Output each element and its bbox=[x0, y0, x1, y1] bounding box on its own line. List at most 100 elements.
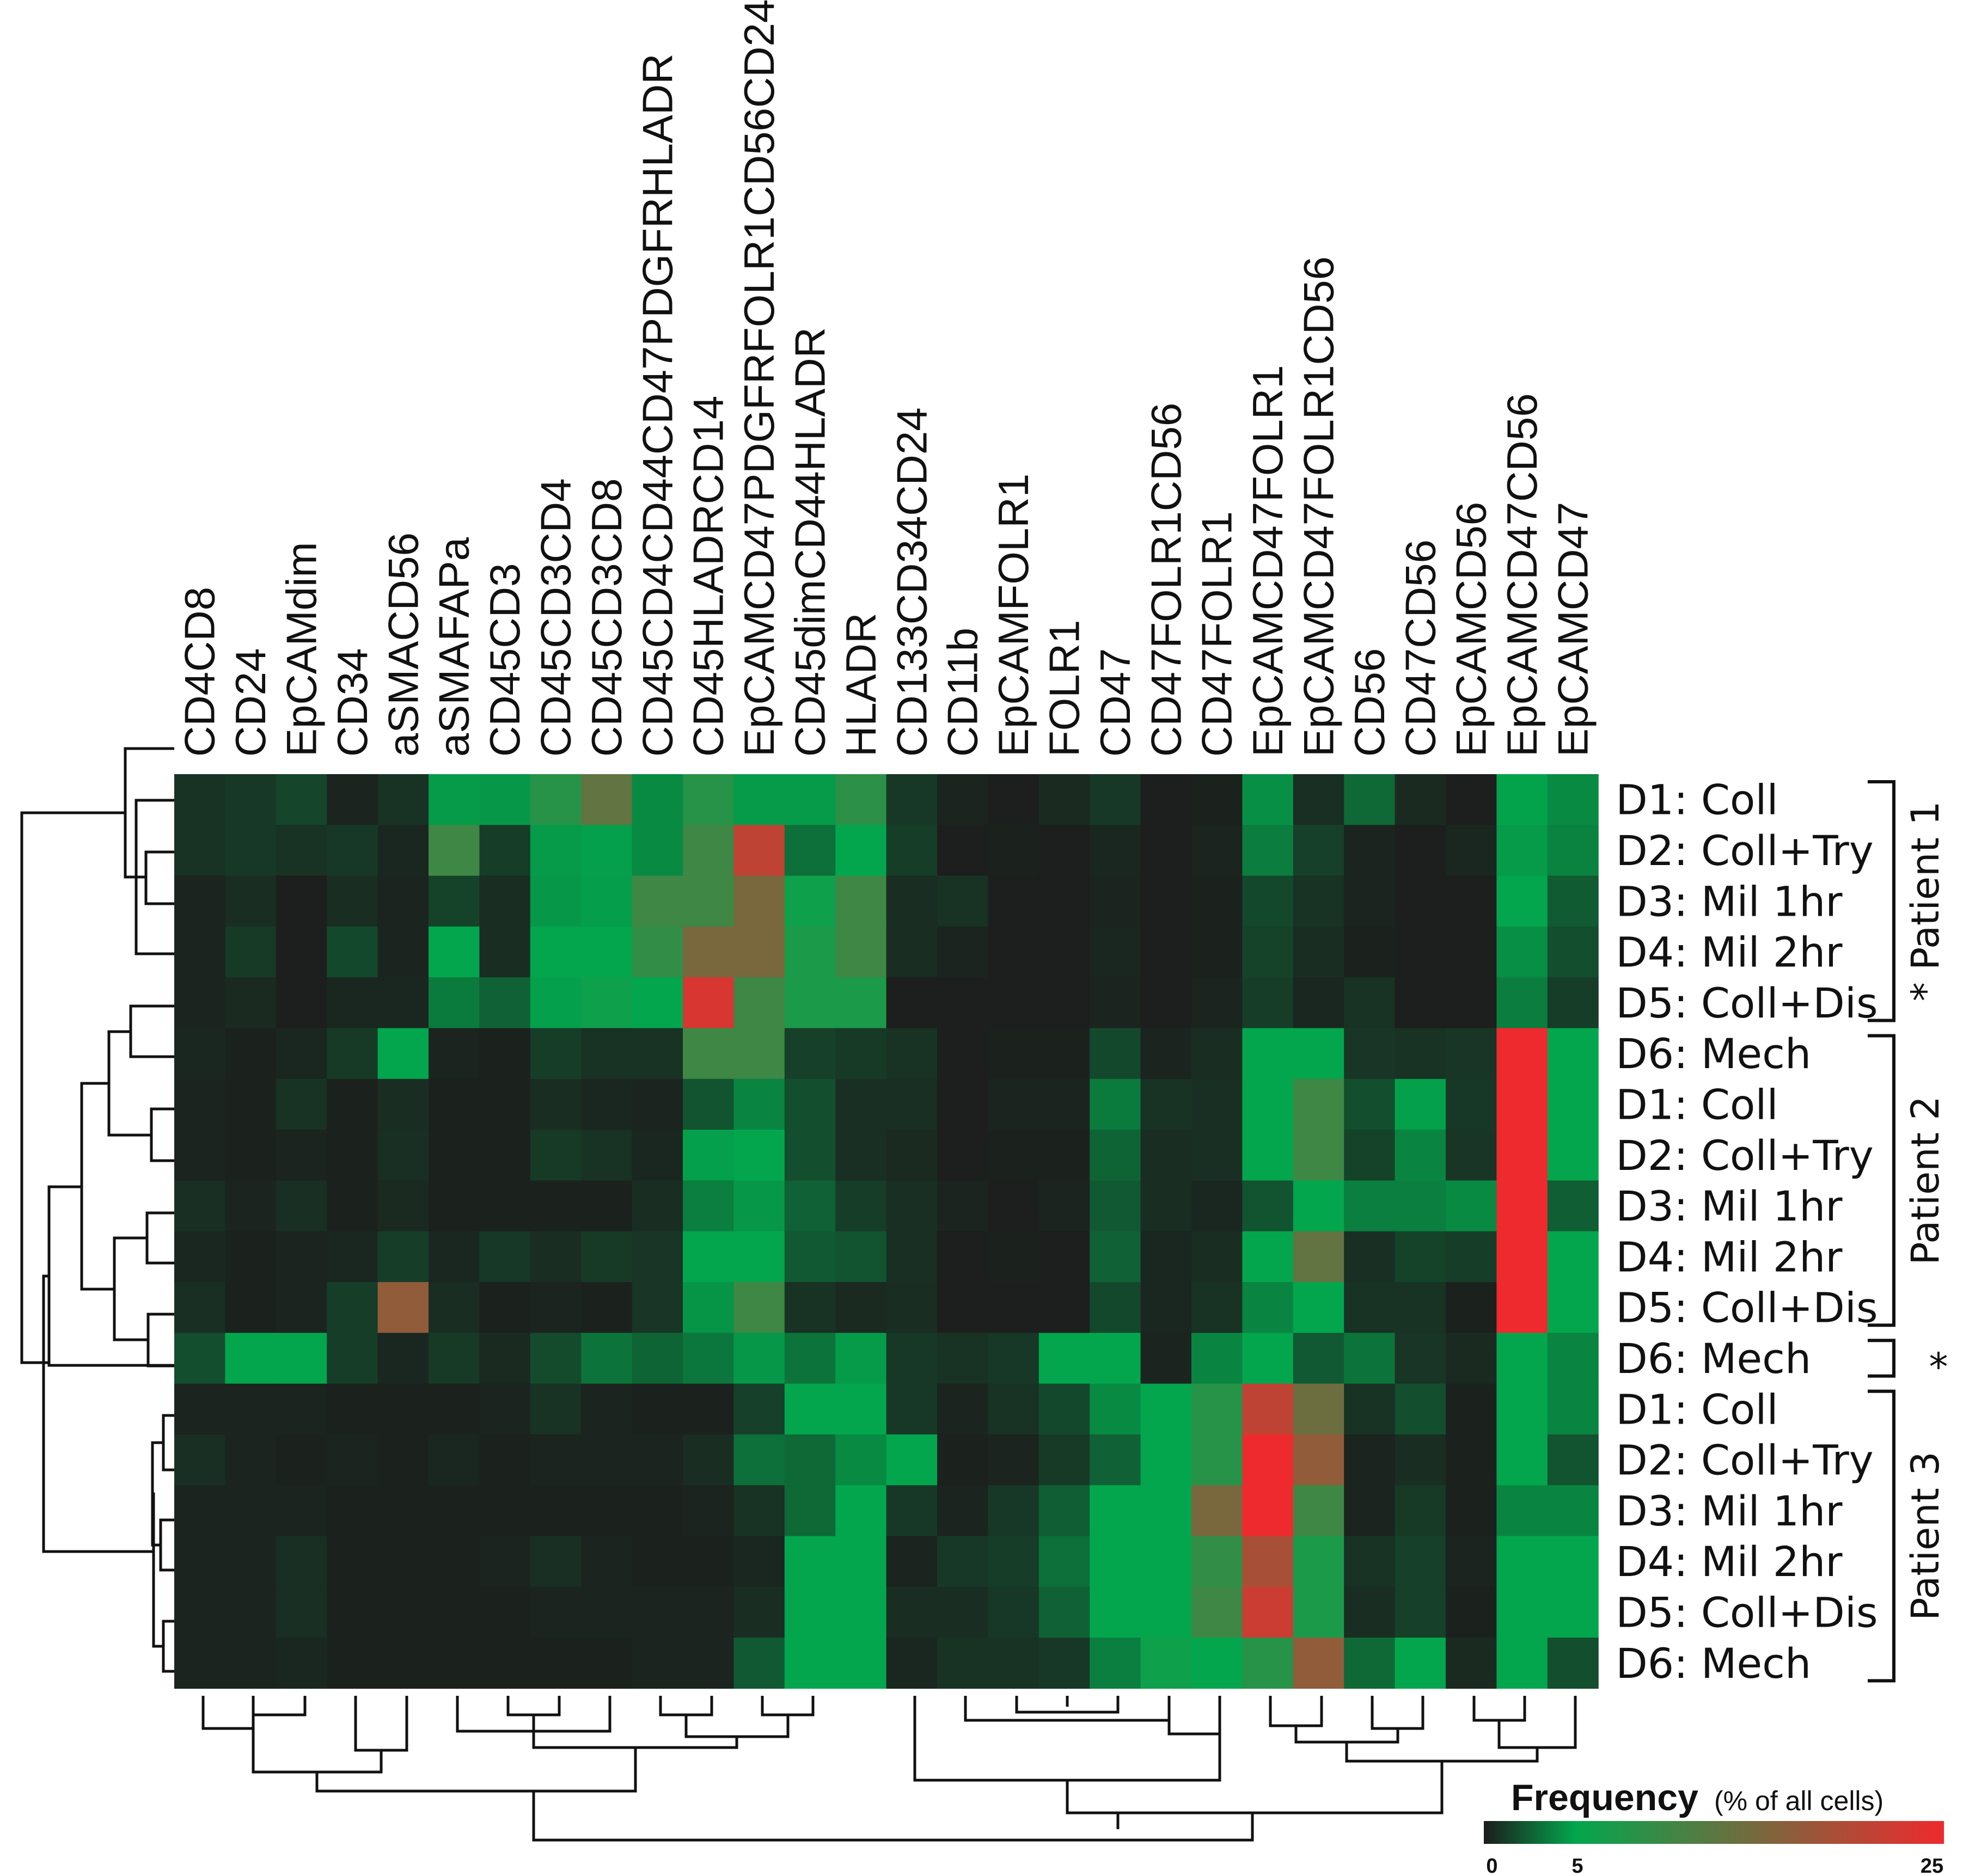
heatmap-cell bbox=[429, 1383, 480, 1435]
heatmap-cell bbox=[581, 1231, 633, 1283]
heatmap-cell bbox=[632, 1434, 683, 1486]
group-bracket bbox=[1868, 1339, 1895, 1378]
heatmap-cell bbox=[784, 825, 836, 876]
heatmap-cell bbox=[835, 1231, 887, 1283]
heatmap-cell bbox=[886, 875, 938, 927]
heatmap-cell bbox=[784, 977, 836, 1029]
heatmap-cell bbox=[429, 1231, 480, 1283]
heatmap-cell bbox=[429, 1078, 480, 1130]
heatmap-cell bbox=[377, 1536, 429, 1587]
heatmap-cell bbox=[733, 1333, 785, 1384]
heatmap-cell bbox=[988, 825, 1039, 876]
heatmap-cell bbox=[784, 1434, 836, 1486]
heatmap-cell bbox=[1395, 1130, 1446, 1181]
heatmap-cell bbox=[1242, 1383, 1294, 1435]
heatmap-cell bbox=[327, 1078, 378, 1130]
column-labels: CD4CD8 CD24 EpCAMdim CD34 aSMACD56 aSMAFAPa CD… bbox=[176, 0, 1597, 757]
heatmap-cell bbox=[784, 1586, 836, 1638]
heatmap-cell bbox=[327, 977, 378, 1029]
column-label: CD45dimCD44HLADR bbox=[786, 327, 834, 757]
heatmap-cell bbox=[784, 875, 836, 927]
heatmap-cells bbox=[174, 774, 1599, 1689]
heatmap-cell bbox=[1344, 1536, 1396, 1587]
heatmap-cell bbox=[1191, 875, 1243, 927]
heatmap-cell bbox=[327, 1586, 378, 1638]
heatmap-cell bbox=[1090, 825, 1141, 876]
heatmap-cell bbox=[1446, 875, 1497, 927]
heatmap-cell bbox=[530, 1434, 582, 1486]
heatmap-cell bbox=[835, 1333, 887, 1384]
group-bracket bbox=[1868, 1389, 1895, 1683]
heatmap-cell bbox=[1090, 1638, 1141, 1689]
heatmap-cell bbox=[1090, 1078, 1141, 1130]
heatmap-cell bbox=[988, 977, 1039, 1029]
heatmap-cell bbox=[429, 1536, 480, 1587]
heatmap-cell bbox=[1446, 1536, 1497, 1587]
heatmap-cell bbox=[1395, 977, 1446, 1029]
heatmap-cell bbox=[1293, 1028, 1344, 1080]
heatmap-cell bbox=[225, 1333, 277, 1384]
heatmap-cell bbox=[1293, 1485, 1344, 1537]
heatmap-cell bbox=[835, 1434, 887, 1486]
heatmap-cell bbox=[683, 774, 734, 825]
heatmap-cell bbox=[530, 1638, 582, 1689]
heatmap-cell bbox=[327, 1130, 378, 1181]
heatmap-cell bbox=[1496, 1282, 1548, 1333]
heatmap-cell bbox=[632, 1333, 683, 1384]
heatmap-cell bbox=[429, 1586, 480, 1638]
heatmap-cell bbox=[377, 825, 429, 876]
heatmap-cell bbox=[1496, 825, 1548, 876]
heatmap-cell bbox=[937, 926, 988, 978]
heatmap-cell bbox=[1395, 1282, 1446, 1333]
heatmap-cell bbox=[683, 1231, 734, 1283]
heatmap-cell bbox=[479, 1231, 531, 1283]
heatmap-cell bbox=[1242, 825, 1294, 876]
heatmap-cell bbox=[1547, 1078, 1599, 1130]
heatmap-cell bbox=[1090, 1333, 1141, 1384]
heatmap-cell bbox=[1496, 1638, 1548, 1689]
heatmap-cell bbox=[530, 926, 582, 978]
heatmap-cell bbox=[1038, 1333, 1090, 1384]
heatmap-cell bbox=[581, 1282, 633, 1333]
heatmap-cell bbox=[276, 977, 327, 1029]
heatmap-cell bbox=[1446, 977, 1497, 1029]
heatmap-cell bbox=[530, 1536, 582, 1587]
heatmap-cell bbox=[530, 1383, 582, 1435]
heatmap-cell bbox=[937, 1078, 988, 1130]
heatmap-cell bbox=[632, 977, 683, 1029]
heatmap-cell bbox=[1496, 1434, 1548, 1486]
heatmap-cell bbox=[225, 1638, 277, 1689]
heatmap-cell bbox=[784, 1231, 836, 1283]
heatmap-cell bbox=[479, 875, 531, 927]
heatmap-cell bbox=[733, 1638, 785, 1689]
heatmap-cell bbox=[886, 1130, 938, 1181]
heatmap-cell bbox=[1191, 1078, 1243, 1130]
heatmap-cell bbox=[1242, 926, 1294, 978]
column-label: CD45CD3 bbox=[481, 563, 529, 757]
heatmap-cell bbox=[581, 977, 633, 1029]
heatmap-cell bbox=[1191, 1130, 1243, 1181]
heatmap-cell bbox=[479, 825, 531, 876]
legend-gradient-bar bbox=[1484, 1821, 1944, 1844]
heatmap-cell bbox=[937, 1231, 988, 1283]
heatmap-cell bbox=[276, 1028, 327, 1080]
heatmap-cell bbox=[886, 1078, 938, 1130]
patient-groups: * Patient 1 Patient 2 * Patient 3 bbox=[1868, 780, 1948, 1683]
column-label: CD24 bbox=[227, 648, 274, 757]
heatmap-cell bbox=[886, 774, 938, 825]
heatmap-cell bbox=[988, 1586, 1039, 1638]
heatmap-cell bbox=[1395, 1536, 1446, 1587]
heatmap-cell bbox=[886, 1638, 938, 1689]
column-label: CD47CD56 bbox=[1396, 539, 1444, 757]
heatmap-cell bbox=[733, 774, 785, 825]
heatmap-cell bbox=[174, 1130, 225, 1181]
heatmap-cell bbox=[1140, 825, 1192, 876]
heatmap-cell bbox=[632, 1586, 683, 1638]
heatmap-cell bbox=[581, 1434, 633, 1486]
heatmap-cell bbox=[1395, 1638, 1446, 1689]
heatmap-cell bbox=[581, 1485, 633, 1537]
heatmap-cell bbox=[429, 1180, 480, 1232]
heatmap-cell bbox=[1242, 1638, 1294, 1689]
